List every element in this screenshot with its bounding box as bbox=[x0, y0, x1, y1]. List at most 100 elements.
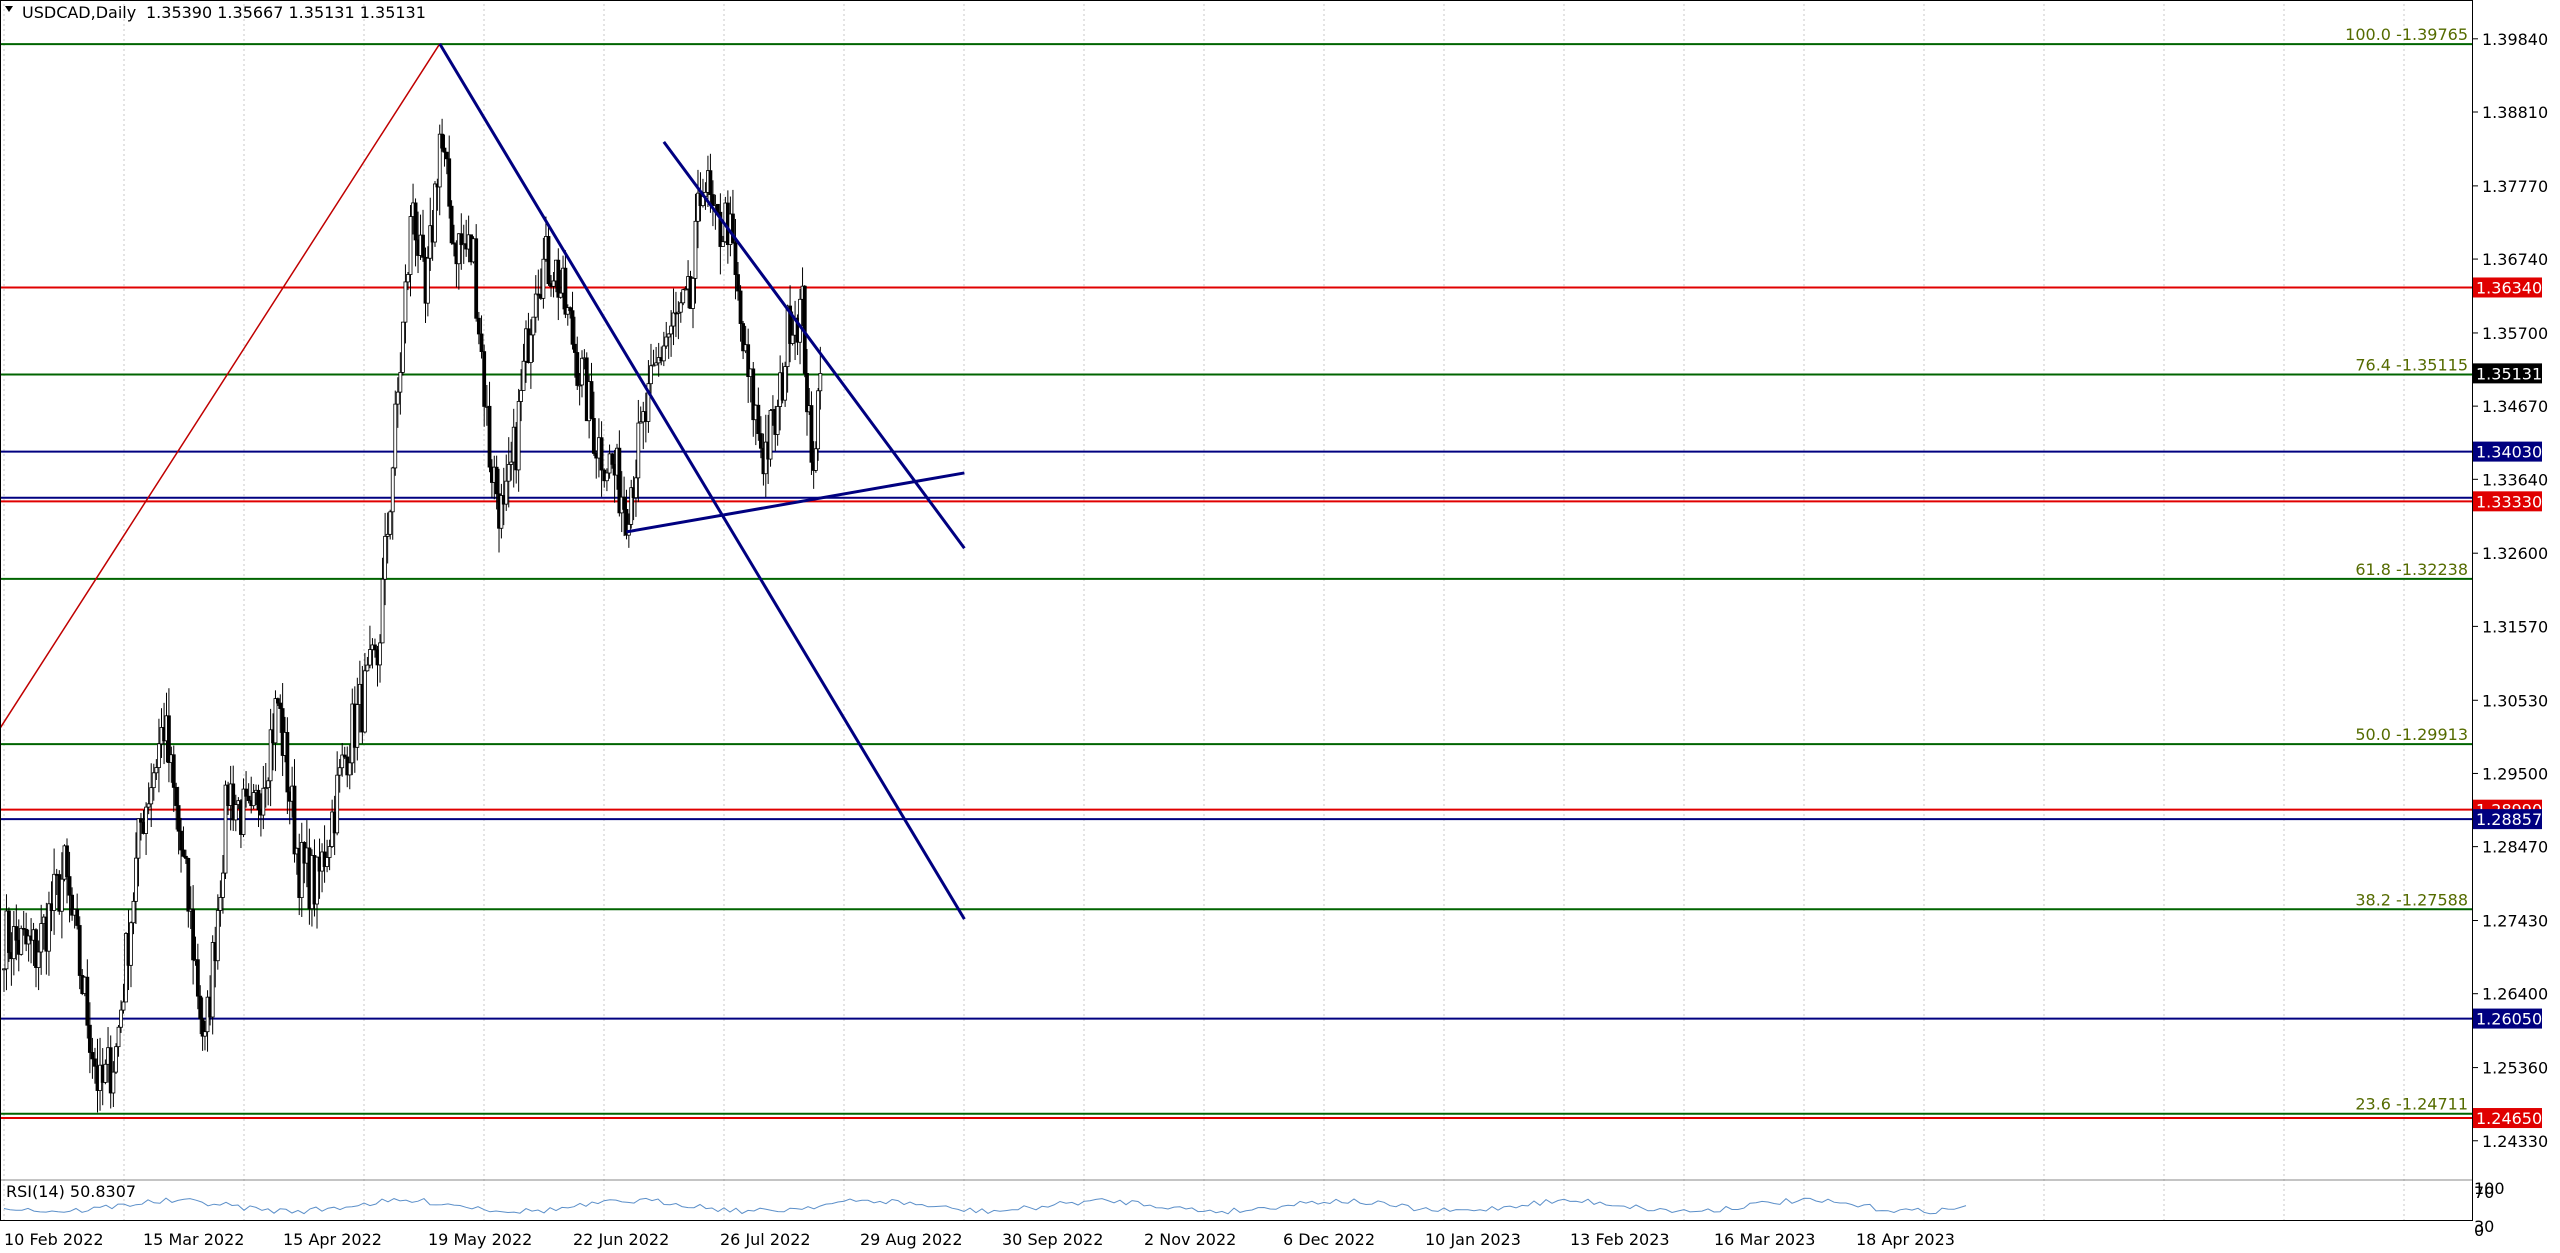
candle-body bbox=[474, 238, 479, 319]
candle-body bbox=[121, 1001, 126, 1011]
candle-body bbox=[19, 927, 24, 955]
grid-lines bbox=[3, 4, 2405, 1220]
time-axis-label: 29 Aug 2022 bbox=[860, 1230, 963, 1249]
chart-ohlc: 1.35390 1.35667 1.35131 1.35131 bbox=[146, 3, 426, 22]
candle-body bbox=[398, 371, 403, 393]
candle-body bbox=[285, 732, 290, 793]
candle-body bbox=[476, 317, 481, 335]
candle-body bbox=[171, 754, 176, 788]
candle-body bbox=[335, 774, 340, 834]
candle-body bbox=[157, 743, 161, 768]
candle-body bbox=[2, 968, 6, 971]
price-tick-label: 1.31570 bbox=[2482, 617, 2548, 636]
candle-body bbox=[400, 321, 405, 373]
price-axis: 1.39840 1.38810 1.37770 1.36740 1.35700 1.346… bbox=[2472, 30, 2548, 1151]
candle-body bbox=[736, 274, 740, 292]
candle-body bbox=[425, 257, 430, 304]
candle-body bbox=[70, 894, 74, 916]
candle-body bbox=[340, 754, 345, 769]
price-tick-label: 1.37770 bbox=[2482, 177, 2548, 196]
candle-body bbox=[494, 466, 499, 495]
candle-body bbox=[669, 325, 673, 335]
price-level-box bbox=[2472, 277, 2542, 298]
candle-body bbox=[390, 467, 395, 513]
price-level-label: 1.33330 bbox=[2476, 492, 2542, 511]
candle-body bbox=[275, 698, 280, 704]
candle-body bbox=[622, 496, 627, 510]
last-price-label: 1.35131 bbox=[2476, 364, 2542, 383]
candle-body bbox=[768, 410, 773, 460]
candle-body bbox=[519, 390, 523, 402]
candle-body bbox=[681, 289, 686, 304]
candle-body bbox=[119, 1009, 123, 1028]
candle-body bbox=[139, 818, 143, 823]
candle-body bbox=[731, 213, 735, 244]
candle-body bbox=[816, 390, 821, 450]
candle-body bbox=[195, 959, 200, 997]
level-labels: 100.0 -1.39765 76.4 -1.35115 61.8 -1.32238… bbox=[2345, 25, 2542, 1129]
candle-body bbox=[408, 216, 413, 275]
candle-body bbox=[666, 333, 671, 338]
candle-body bbox=[676, 311, 681, 314]
time-axis-label: 10 Jan 2023 bbox=[1425, 1230, 1521, 1249]
candle-body bbox=[798, 298, 802, 343]
candle-body bbox=[151, 772, 156, 789]
candle-body bbox=[233, 804, 238, 821]
candle-body bbox=[433, 183, 437, 243]
candle-body bbox=[266, 780, 271, 789]
candle-body bbox=[788, 305, 792, 344]
candle-body bbox=[646, 383, 651, 422]
candle-body bbox=[718, 211, 723, 247]
time-axis: 10 Feb 2022 15 Mar 2022 15 Apr 2022 19 May … bbox=[4, 1230, 1955, 1249]
dropdown-triangle-icon[interactable] bbox=[5, 6, 13, 12]
candle-body bbox=[368, 649, 372, 666]
time-axis-label: 18 Apr 2023 bbox=[1856, 1230, 1955, 1249]
candle-body bbox=[144, 806, 148, 834]
candle-body bbox=[108, 1047, 113, 1094]
candle-body bbox=[59, 878, 64, 912]
candle-body bbox=[756, 404, 761, 434]
candle-body bbox=[116, 1026, 121, 1048]
candle-body bbox=[521, 360, 526, 391]
candle-body bbox=[813, 448, 818, 471]
candle-body bbox=[191, 908, 196, 961]
candle-body bbox=[531, 316, 536, 336]
candle-body bbox=[176, 805, 181, 832]
candle-body bbox=[203, 1031, 207, 1037]
price-level-box bbox=[2472, 809, 2542, 830]
candle-body bbox=[711, 194, 715, 206]
candle-body bbox=[34, 929, 38, 968]
candle-body bbox=[244, 788, 248, 797]
price-tick-label: 1.34670 bbox=[2482, 397, 2548, 416]
candle-body bbox=[664, 336, 669, 347]
candle-body bbox=[634, 477, 638, 499]
candle-body bbox=[65, 845, 69, 877]
candle-body bbox=[506, 464, 511, 482]
rsi-scale-label: 0 bbox=[2474, 1221, 2484, 1240]
candle-body bbox=[47, 903, 51, 952]
candle-body bbox=[131, 900, 136, 924]
price-tick-label: 1.26400 bbox=[2482, 985, 2548, 1004]
time-axis-label: 10 Feb 2022 bbox=[4, 1230, 104, 1249]
candle-body bbox=[558, 292, 563, 298]
candle-body bbox=[327, 846, 332, 858]
rsi-scale-label: 70 bbox=[2474, 1183, 2494, 1202]
candle-body bbox=[741, 323, 745, 352]
price-tick-label: 1.35700 bbox=[2482, 324, 2548, 343]
candle-body bbox=[200, 1018, 205, 1037]
candle-body bbox=[599, 437, 604, 471]
candle-body bbox=[568, 307, 573, 312]
candle-body bbox=[52, 873, 57, 911]
candle-body bbox=[337, 767, 342, 776]
price-tick-label: 1.39840 bbox=[2482, 30, 2548, 49]
candle-body bbox=[456, 233, 461, 265]
candle-body bbox=[256, 789, 261, 811]
fib-level-label: 100.0 -1.39765 bbox=[2345, 25, 2468, 44]
candle-body bbox=[179, 830, 183, 851]
candle-body bbox=[246, 795, 251, 801]
trendline bbox=[0, 43, 441, 730]
candle-body bbox=[746, 344, 751, 378]
time-axis-label: 30 Sep 2022 bbox=[1002, 1230, 1103, 1249]
